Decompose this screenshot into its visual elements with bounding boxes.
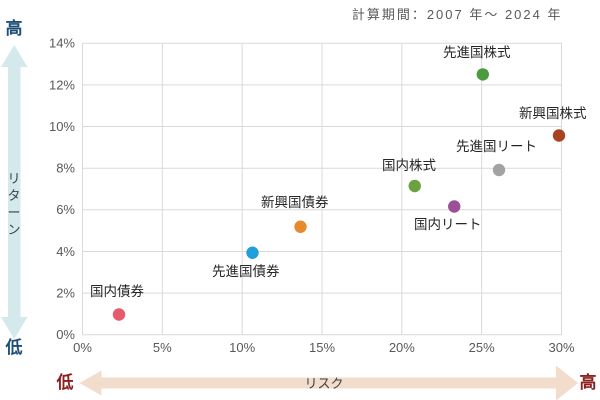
svg-text:4%: 4% bbox=[56, 244, 75, 259]
svg-text:12%: 12% bbox=[49, 77, 75, 92]
svg-text:先進国リート: 先進国リート bbox=[456, 139, 537, 154]
svg-text:8%: 8% bbox=[56, 161, 75, 176]
svg-text:先進国株式: 先進国株式 bbox=[443, 45, 511, 60]
svg-text:計算期間：2007 年〜 2024 年: 計算期間：2007 年〜 2024 年 bbox=[352, 7, 563, 22]
svg-text:先進国債券: 先進国債券 bbox=[212, 264, 280, 279]
svg-text:15%: 15% bbox=[309, 340, 335, 355]
svg-text:リ: リ bbox=[7, 171, 20, 186]
svg-text:ー: ー bbox=[7, 205, 20, 220]
svg-text:20%: 20% bbox=[389, 340, 415, 355]
svg-text:25%: 25% bbox=[469, 340, 495, 355]
svg-text:新興国債券: 新興国債券 bbox=[261, 195, 329, 210]
svg-text:10%: 10% bbox=[229, 340, 255, 355]
svg-text:14%: 14% bbox=[49, 36, 75, 51]
svg-text:タ: タ bbox=[7, 188, 20, 203]
svg-text:ン: ン bbox=[7, 222, 20, 237]
svg-text:新興国株式: 新興国株式 bbox=[519, 106, 587, 121]
svg-text:国内株式: 国内株式 bbox=[382, 158, 436, 173]
svg-text:6%: 6% bbox=[56, 202, 75, 217]
svg-text:10%: 10% bbox=[49, 119, 75, 134]
svg-text:国内リート: 国内リート bbox=[414, 217, 482, 232]
svg-text:リスク: リスク bbox=[304, 376, 343, 391]
svg-text:5%: 5% bbox=[153, 340, 172, 355]
svg-text:低: 低 bbox=[56, 372, 74, 392]
svg-text:0%: 0% bbox=[73, 340, 92, 355]
svg-text:高: 高 bbox=[580, 372, 597, 392]
svg-text:低: 低 bbox=[5, 337, 23, 357]
svg-text:30%: 30% bbox=[548, 340, 574, 355]
svg-text:2%: 2% bbox=[56, 286, 75, 301]
svg-text:国内債券: 国内債券 bbox=[90, 284, 144, 299]
svg-text:高: 高 bbox=[6, 18, 23, 38]
